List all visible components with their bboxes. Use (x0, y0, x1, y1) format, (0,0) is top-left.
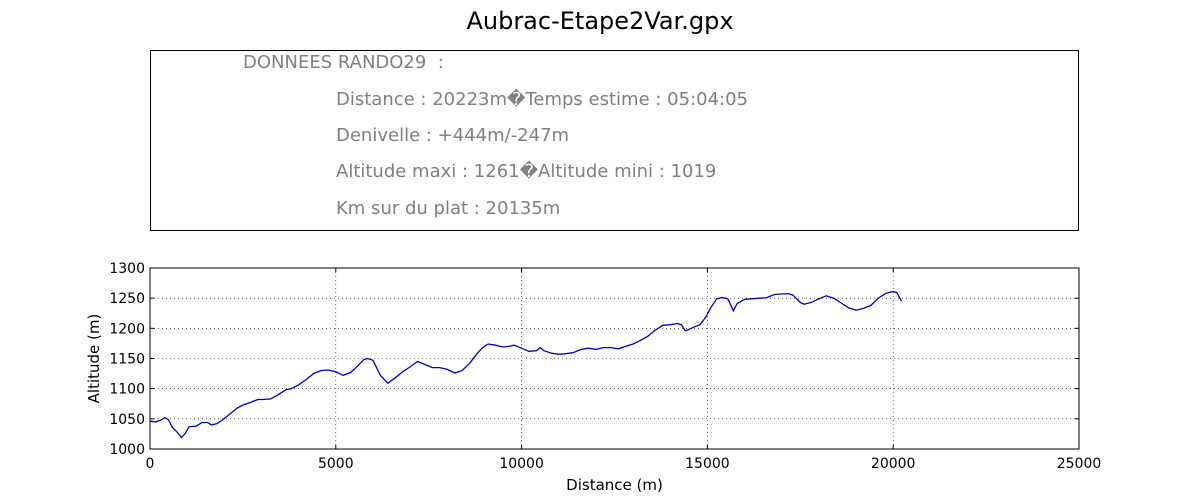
y-tick-label: 1000 (109, 442, 145, 458)
info-altitude: Altitude maxi : 1261�Altitude mini : 101… (336, 161, 717, 182)
info-km-plat: Km sur du plat : 20135m (336, 198, 561, 219)
chart-ticks: 0 5000 10000 15000 20000 25000 1000 1050 1100 115… (109, 261, 1101, 472)
x-tick-label: 5000 (318, 456, 354, 472)
y-tick-label: 1200 (109, 321, 145, 337)
x-axis-label: Distance (m) (566, 476, 663, 494)
y-tick-label: 1150 (109, 352, 145, 368)
page-title: Aubrac-Etape2Var.gpx (466, 7, 734, 35)
y-tick-label: 1050 (109, 412, 145, 428)
y-axis-label: Altitude (m) (85, 314, 103, 404)
x-tick-label: 20000 (871, 456, 916, 472)
info-box: DONNEES RANDO29 : Distance : 20223m�Temp… (150, 50, 1079, 231)
x-tick-label: 0 (146, 456, 155, 472)
y-tick-label: 1250 (109, 291, 145, 307)
info-distance: Distance : 20223m�Temps estime : 05:04:0… (336, 89, 749, 110)
y-tick-label: 1100 (109, 382, 145, 398)
elevation-line (149, 290, 903, 439)
x-tick-label: 10000 (499, 456, 544, 472)
chart-grid (150, 268, 1079, 449)
y-tick-label: 1300 (109, 261, 145, 277)
info-header: DONNEES RANDO29 : (243, 52, 444, 73)
x-tick-label: 25000 (1057, 456, 1102, 472)
info-denivelle: Denivelle : +444m/-247m (336, 125, 570, 146)
x-tick-label: 15000 (685, 456, 730, 472)
